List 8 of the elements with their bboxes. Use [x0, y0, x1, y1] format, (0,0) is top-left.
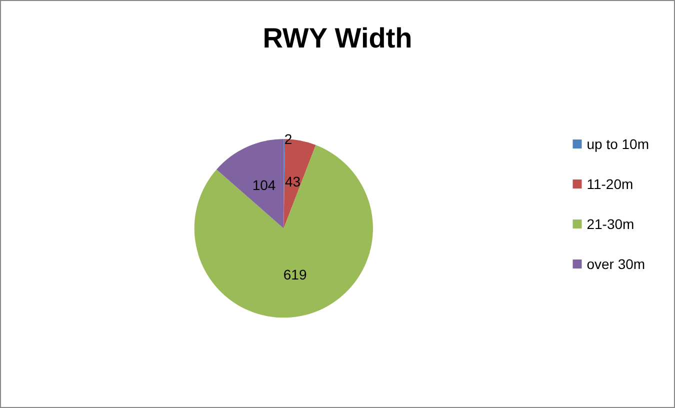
data-label: 43 [284, 174, 301, 190]
legend-label: 11-20m [586, 176, 634, 192]
legend-label: over 30m [586, 256, 646, 272]
data-label: 619 [283, 266, 307, 283]
chart-title: RWY Width [262, 22, 412, 54]
data-label: 104 [252, 176, 276, 193]
legend-label: 21-30m [586, 216, 634, 232]
legend-label: up to 10m [586, 136, 650, 152]
